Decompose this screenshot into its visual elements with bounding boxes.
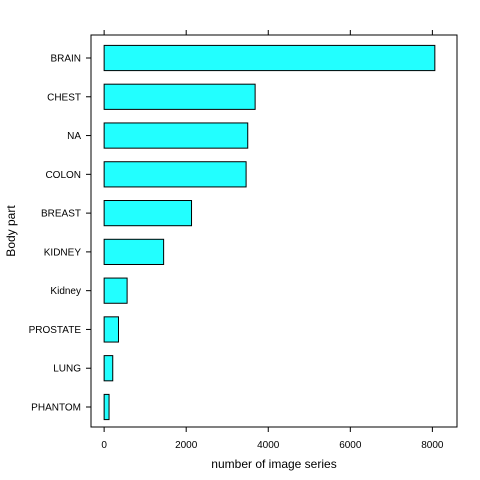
plot-frame [90, 34, 458, 428]
bar-brain [103, 44, 436, 72]
y-tick-label-kidney: KIDNEY [44, 247, 82, 258]
y-tick-label-na: NA [67, 131, 81, 142]
bar-kidney [103, 277, 128, 304]
y-tick-label-breast: BREAST [41, 209, 81, 220]
bar-breast [103, 200, 193, 227]
bar-phantom [103, 393, 110, 421]
x-tick-label: 6000 [339, 440, 362, 451]
bar-lung [103, 355, 114, 382]
y-tick-label-chest: CHEST [47, 92, 81, 103]
y-axis-title: Body part [4, 205, 18, 257]
x-axis-title: number of image series [211, 457, 336, 471]
ticks-layer: BRAIN CHEST NA COLON BREAST KIDNEY Kidney PROST… [29, 30, 444, 451]
y-tick-label-prostate: PROSTATE [29, 325, 82, 336]
y-tick-label-kidney: Kidney [50, 286, 81, 297]
bar-prostate [103, 316, 119, 343]
bar-colon [103, 161, 247, 188]
y-tick-label-phantom: PHANTOM [31, 403, 81, 414]
y-tick-label-lung: LUNG [53, 364, 81, 375]
bar-chest [103, 83, 256, 110]
x-tick-label: 0 [101, 440, 107, 451]
x-tick-label: 2000 [175, 440, 198, 451]
y-tick-label-colon: COLON [45, 170, 81, 181]
x-tick-label: 8000 [421, 440, 444, 451]
x-tick-label: 4000 [257, 440, 280, 451]
bar-kidney [103, 238, 165, 265]
bars-layer [103, 44, 436, 421]
bar-na [103, 122, 249, 149]
y-tick-label-brain: BRAIN [50, 54, 81, 65]
